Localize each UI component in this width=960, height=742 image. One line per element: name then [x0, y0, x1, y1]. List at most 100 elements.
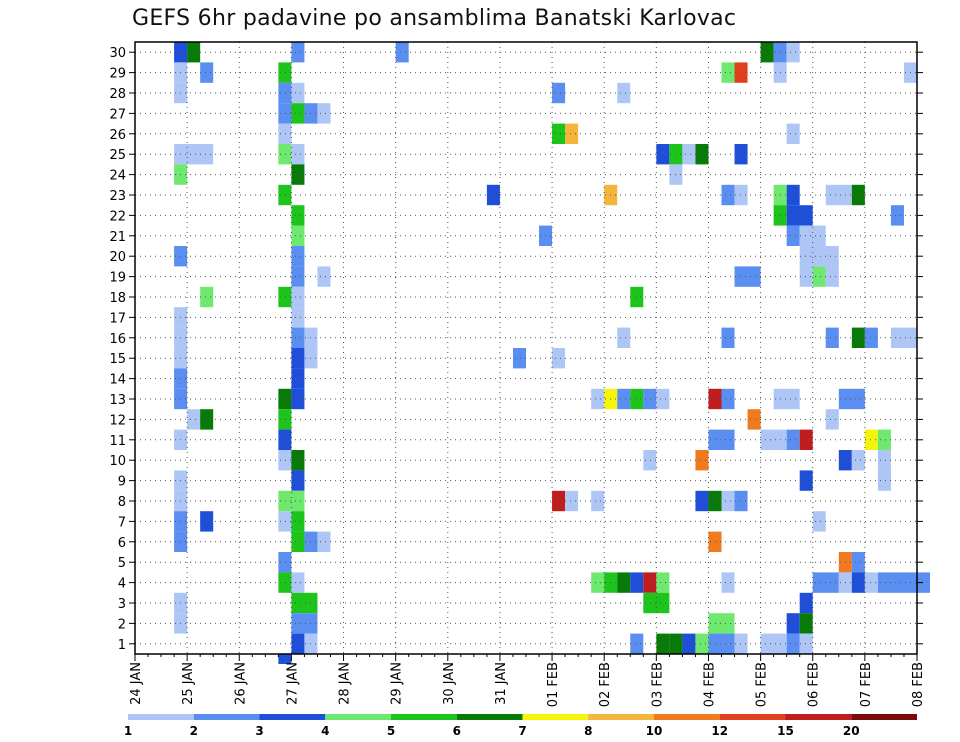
heatmap-cell [278, 184, 292, 206]
heatmap-cell [734, 490, 748, 512]
heatmap-cell [877, 429, 891, 450]
heatmap-cell [890, 205, 904, 226]
heatmap-cell [291, 266, 305, 287]
heatmap-cell [682, 144, 696, 165]
heatmap-cell [291, 470, 305, 491]
heatmap-cell [630, 388, 644, 410]
y-tick-label: 9 [118, 475, 126, 490]
heatmap-cell [786, 184, 800, 206]
heatmap-cell [786, 225, 800, 246]
y-tick-label: 22 [109, 209, 126, 224]
heatmap-cell [786, 613, 800, 634]
heatmap-cell [864, 429, 878, 450]
heatmap-cell [812, 511, 826, 532]
colorbar-label: 2 [190, 724, 198, 738]
colorbar-swatch [785, 714, 852, 720]
heatmap-cell [708, 633, 735, 654]
heatmap-cell [682, 633, 696, 654]
heatmap-cell [317, 266, 331, 287]
heatmap-cell [291, 450, 305, 471]
colorbar-label: 4 [321, 724, 329, 738]
x-tick-label: 29 JAN [390, 662, 405, 705]
heatmap-cell [851, 327, 865, 348]
y-tick-label: 23 [109, 189, 126, 204]
heatmap-cell [656, 633, 670, 654]
heatmap-cell [565, 490, 579, 512]
heatmap-cell [773, 388, 800, 410]
heatmap-cell [656, 144, 670, 165]
heatmap-cell [278, 103, 292, 124]
x-tick-label: 31 JAN [494, 662, 509, 705]
heatmap-cell [291, 348, 305, 369]
x-tick-label: 01 FEB [546, 662, 561, 707]
heatmap-cell [721, 327, 735, 348]
heatmap-cell [317, 103, 331, 124]
heatmap-cell [291, 246, 305, 267]
heatmap-cell [395, 42, 409, 63]
heatmap-cell [552, 123, 566, 144]
colorbar-label: 10 [646, 724, 663, 738]
colorbar-label: 12 [711, 724, 728, 738]
heatmap-cell [278, 654, 292, 664]
heatmap-cell [643, 450, 657, 471]
y-tick-label: 27 [109, 107, 126, 122]
colorbar-label: 1 [124, 724, 132, 738]
heatmap-cell [317, 531, 331, 552]
heatmap-cell [278, 552, 292, 573]
heatmap-cell [291, 572, 305, 593]
heatmap-cell [617, 572, 631, 593]
colorbar-swatch [325, 714, 391, 720]
y-tick-label: 6 [118, 536, 126, 551]
y-tick-label: 16 [109, 332, 126, 347]
heatmap-cell [617, 82, 631, 104]
heatmap-cell [617, 327, 631, 348]
heatmap-cell [851, 572, 865, 593]
heatmap-cell [760, 42, 774, 63]
x-tick-label: 24 JAN [129, 662, 144, 705]
colorbar-label: 7 [518, 724, 526, 738]
heatmap-cell [291, 327, 305, 348]
heatmap-cell [617, 388, 631, 410]
heatmap-cell [278, 429, 292, 450]
heatmap-cell [187, 42, 201, 63]
heatmap-cell [877, 450, 891, 471]
heatmap-cell [695, 144, 709, 165]
colorbar-swatch [719, 714, 786, 720]
heatmap-cell [786, 205, 813, 226]
heatmap-cell [799, 470, 813, 491]
heatmap-cell [721, 184, 735, 206]
heatmap-cell [486, 184, 500, 206]
y-tick-label: 5 [118, 556, 126, 571]
heatmap-cell [591, 490, 605, 512]
colorbar-swatch [128, 714, 194, 720]
heatmap-cell [656, 388, 670, 410]
heatmap-cell [825, 409, 839, 430]
heatmap-cell [630, 286, 644, 308]
heatmap-cell [799, 633, 813, 654]
colorbar-label: 5 [387, 724, 395, 738]
colorbar-label: 3 [255, 724, 263, 738]
heatmap-cell [200, 286, 214, 308]
heatmap-cell [734, 144, 748, 165]
heatmap-cell [812, 266, 826, 287]
heatmap-cell [643, 388, 657, 410]
colorbar-swatch [588, 714, 654, 720]
heatmap-cell [278, 490, 305, 512]
heatmap-cell [656, 572, 670, 593]
heatmap-cell [187, 409, 201, 430]
heatmap-cell [630, 633, 644, 654]
heatmap-cell [291, 286, 305, 308]
heatmap-cell [721, 490, 735, 512]
x-tick-label: 04 FEB [702, 662, 717, 707]
heatmap-cell [200, 511, 214, 532]
x-tick-label: 02 FEB [598, 662, 613, 707]
y-tick-label: 2 [118, 617, 126, 632]
heatmap-cell [591, 388, 605, 410]
heatmap-cell [278, 62, 292, 83]
heatmap-cell [200, 62, 214, 83]
heatmap-cell [760, 633, 787, 654]
colorbar-swatch [259, 714, 326, 720]
x-tick-label: 27 JAN [285, 662, 300, 705]
heatmap-cell [278, 409, 292, 430]
